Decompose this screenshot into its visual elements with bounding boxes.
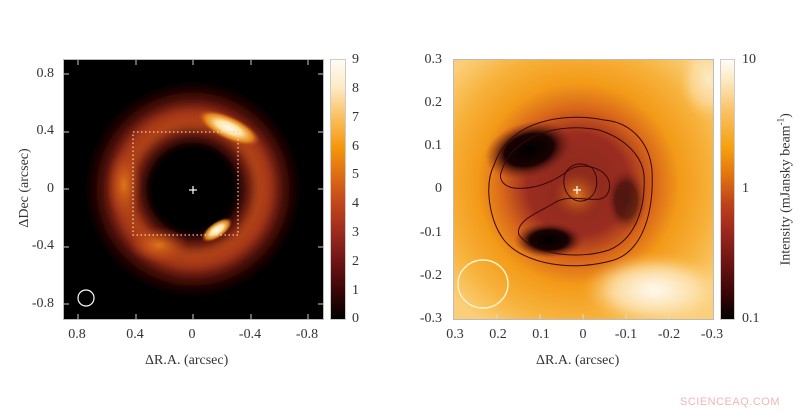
left-cb-tick: 0 [352,311,359,326]
right-x-tick: -0.1 [614,327,638,342]
left-x-tick: -0.8 [295,327,319,342]
right-cb-tick: 0.1 [742,311,760,326]
right-y-tick: -0.1 [419,225,442,240]
right-cb-tick: 10 [742,52,756,67]
right-heatmap [453,59,714,320]
right-x-axis-title: ΔR.A. (arcsec) [536,353,620,368]
right-heatmap-image [454,60,713,319]
left-cb-tick: 9 [352,52,359,67]
cb-label-sup: -1 [775,117,786,126]
left-cb-tick: 4 [352,196,359,211]
left-y-tick: -0.4 [31,238,54,253]
right-colorbar [720,59,735,320]
right-x-tick: -0.2 [657,327,681,342]
left-colorbar [330,59,346,320]
left-x-axis-title: ΔR.A. (arcsec) [145,353,229,368]
beam-ellipse-icon [77,289,95,307]
right-x-tick: 0.2 [489,327,507,342]
cb-label-end: ) [778,113,794,118]
left-x-tick: 0.8 [68,327,86,342]
left-cb-tick: 6 [352,139,359,154]
right-cb-tick: 1 [742,181,749,196]
right-x-tick: 0.3 [446,327,464,342]
left-cb-tick: 7 [352,110,359,125]
left-heatmap-image [64,60,323,319]
left-x-tick: 0.4 [126,327,144,342]
right-y-tick: -0.2 [419,268,442,283]
right-x-tick: -0.3 [700,327,724,342]
left-cb-tick: 3 [352,225,359,240]
beam-ellipse-icon [457,259,509,309]
cb-label-text: Intensity (mJansky beam [778,125,794,266]
left-cb-tick: 1 [352,283,359,298]
left-y-axis-title: ΔDec (arcsec) [17,148,32,228]
right-y-tick: 0.2 [424,95,443,110]
star-marker-icon [189,186,197,194]
right-y-tick: -0.3 [419,311,442,326]
left-y-tick: 0 [47,181,54,196]
left-cb-tick: 2 [352,254,359,269]
left-y-tick: -0.8 [31,296,54,311]
star-marker-icon [573,186,581,194]
right-y-tick: 0 [435,181,442,196]
right-y-tick: 0.3 [424,52,443,67]
watermark: SCIENCEAQ.COM [680,396,781,408]
left-cb-tick: 8 [352,81,359,96]
left-y-tick: 0.8 [36,66,55,81]
right-colorbar-label: Intensity (mJansky beam-1) [776,104,795,274]
right-x-tick: 0.1 [532,327,550,342]
left-x-tick: 0 [188,327,196,342]
left-x-tick: -0.4 [238,327,262,342]
right-y-tick: 0.1 [424,138,443,153]
left-heatmap [63,59,324,320]
left-cb-tick: 5 [352,167,359,182]
right-x-tick: 0 [579,327,587,342]
left-y-tick: 0.4 [36,123,55,138]
